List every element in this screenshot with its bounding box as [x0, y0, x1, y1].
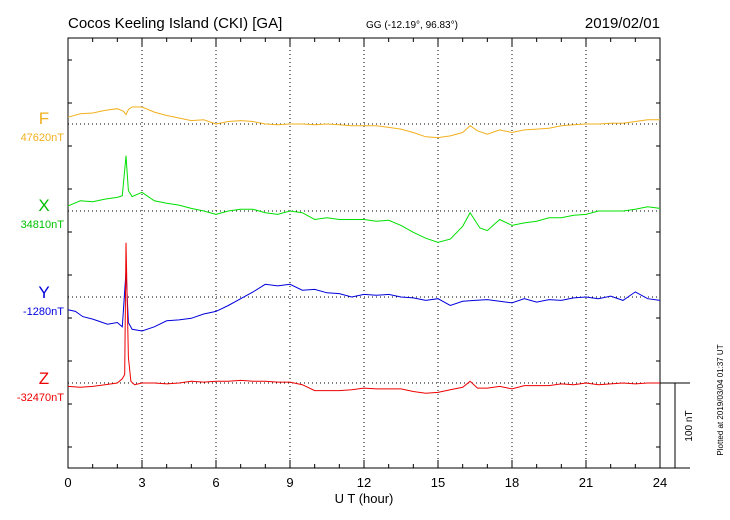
series-label-z: Z: [39, 369, 49, 388]
x-tick-label: 9: [286, 475, 293, 490]
x-tick-label: 6: [212, 475, 219, 490]
chart-coordinates: GG (-12.19°, 96.83°): [366, 20, 458, 31]
series-label-x: X: [38, 196, 49, 215]
x-tick-label: 15: [431, 475, 445, 490]
x-tick-label: 21: [579, 475, 593, 490]
x-tick-label: 3: [138, 475, 145, 490]
x-tick-label: 0: [64, 475, 71, 490]
x-tick-label: 24: [653, 475, 667, 490]
chart-title: Cocos Keeling Island (CKI) [GA]: [68, 15, 282, 32]
baseline-label-y: -1280nT: [23, 306, 64, 318]
x-tick-label: 18: [505, 475, 519, 490]
series-line-z: [67, 242, 660, 394]
x-axis-label: U T (hour): [335, 491, 394, 506]
baseline-label-x: 34810nT: [21, 219, 65, 231]
series-lines: [67, 106, 661, 394]
baseline-label-f: 47620nT: [21, 132, 65, 144]
x-axis-ticks: 0 3 6 9 12 15 18 21 24: [64, 38, 667, 490]
chart-date: 2019/02/01: [585, 15, 660, 32]
series-line-x: [67, 155, 661, 243]
series-label-f: F: [39, 109, 49, 128]
scale-bar: [660, 382, 690, 469]
series-label-y: Y: [38, 283, 49, 302]
baseline-label-z: -32470nT: [17, 392, 64, 404]
series-line-f: [67, 106, 660, 139]
baseline-lines: [68, 123, 660, 384]
scale-bar-label: 100 nT: [684, 410, 695, 441]
series-line-y: [67, 271, 661, 332]
x-tick-label: 12: [357, 475, 371, 490]
grid-lines: [141, 38, 587, 468]
plot-timestamp: Plotted at 2019/03/04 01:37 UT: [716, 344, 725, 455]
